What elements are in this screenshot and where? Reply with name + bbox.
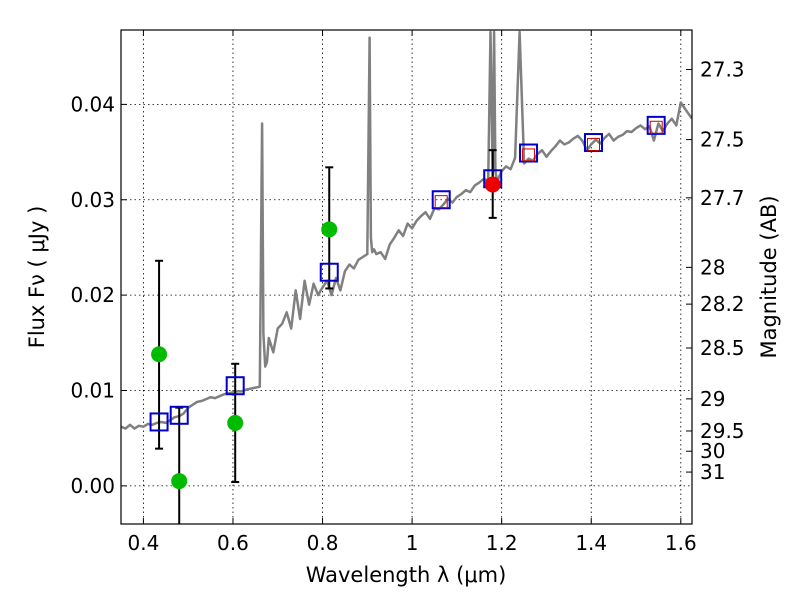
right-tick-label: 28.2 bbox=[700, 292, 745, 316]
x-tick-label: 0.6 bbox=[217, 531, 249, 555]
x-tick-label: 1.4 bbox=[575, 531, 607, 555]
right-tick-label: 28 bbox=[700, 255, 725, 279]
red-square bbox=[586, 137, 600, 151]
ticks: 0.4 0.6 0.8 1 1.2 1.4 1.6 0.00 0.01 0.02 0.03 0.04 2… bbox=[70, 30, 745, 555]
right-tick-label: 28.5 bbox=[700, 336, 745, 360]
model-square bbox=[519, 143, 539, 163]
x-tick-label: 1 bbox=[406, 531, 419, 555]
right-tick-label: 29 bbox=[700, 387, 725, 411]
observed-flux-point bbox=[321, 221, 338, 238]
model-square bbox=[319, 262, 339, 282]
right-tick-label: 29.5 bbox=[700, 419, 745, 443]
right-tick-label: 27.3 bbox=[700, 58, 745, 82]
plot-content bbox=[121, 30, 692, 524]
model-square bbox=[646, 115, 666, 135]
y-tick-label: 0.03 bbox=[70, 188, 115, 212]
observed-flux-point bbox=[227, 414, 244, 431]
observed-flux-point bbox=[171, 473, 188, 490]
x-tick-label: 1.2 bbox=[486, 531, 518, 555]
model-square bbox=[225, 376, 245, 396]
right-tick-label: 27.5 bbox=[700, 128, 745, 152]
x-tick-label: 0.4 bbox=[127, 531, 159, 555]
model-square bbox=[149, 412, 169, 432]
x-tick-label: 0.8 bbox=[307, 531, 339, 555]
y-tick-label: 0.04 bbox=[70, 92, 115, 116]
x-tick-label: 1.6 bbox=[665, 531, 697, 555]
model-square bbox=[431, 190, 451, 210]
x-axis-label: Wavelength λ (μm) bbox=[306, 563, 507, 587]
y-axis-label: Flux Fν ( μJy ) bbox=[25, 206, 49, 349]
right-axis-label: Magnitude (AB) bbox=[757, 195, 781, 358]
observed-flux-point bbox=[151, 346, 168, 363]
plot-area bbox=[121, 30, 692, 524]
red-square bbox=[649, 120, 663, 134]
right-tick-label: 30 bbox=[700, 439, 725, 463]
detected-flux-point bbox=[484, 176, 501, 193]
grid bbox=[121, 30, 692, 524]
right-tick-label: 31 bbox=[700, 460, 725, 484]
red-square bbox=[434, 195, 448, 209]
plot-frame bbox=[120, 29, 693, 525]
y-tick-label: 0.00 bbox=[70, 474, 115, 498]
model-square bbox=[169, 405, 189, 425]
red-square bbox=[522, 148, 536, 162]
y-tick-label: 0.01 bbox=[70, 378, 115, 402]
y-tick-label: 0.02 bbox=[70, 283, 115, 307]
model-square bbox=[583, 133, 603, 153]
right-tick-label: 27.7 bbox=[700, 186, 745, 210]
